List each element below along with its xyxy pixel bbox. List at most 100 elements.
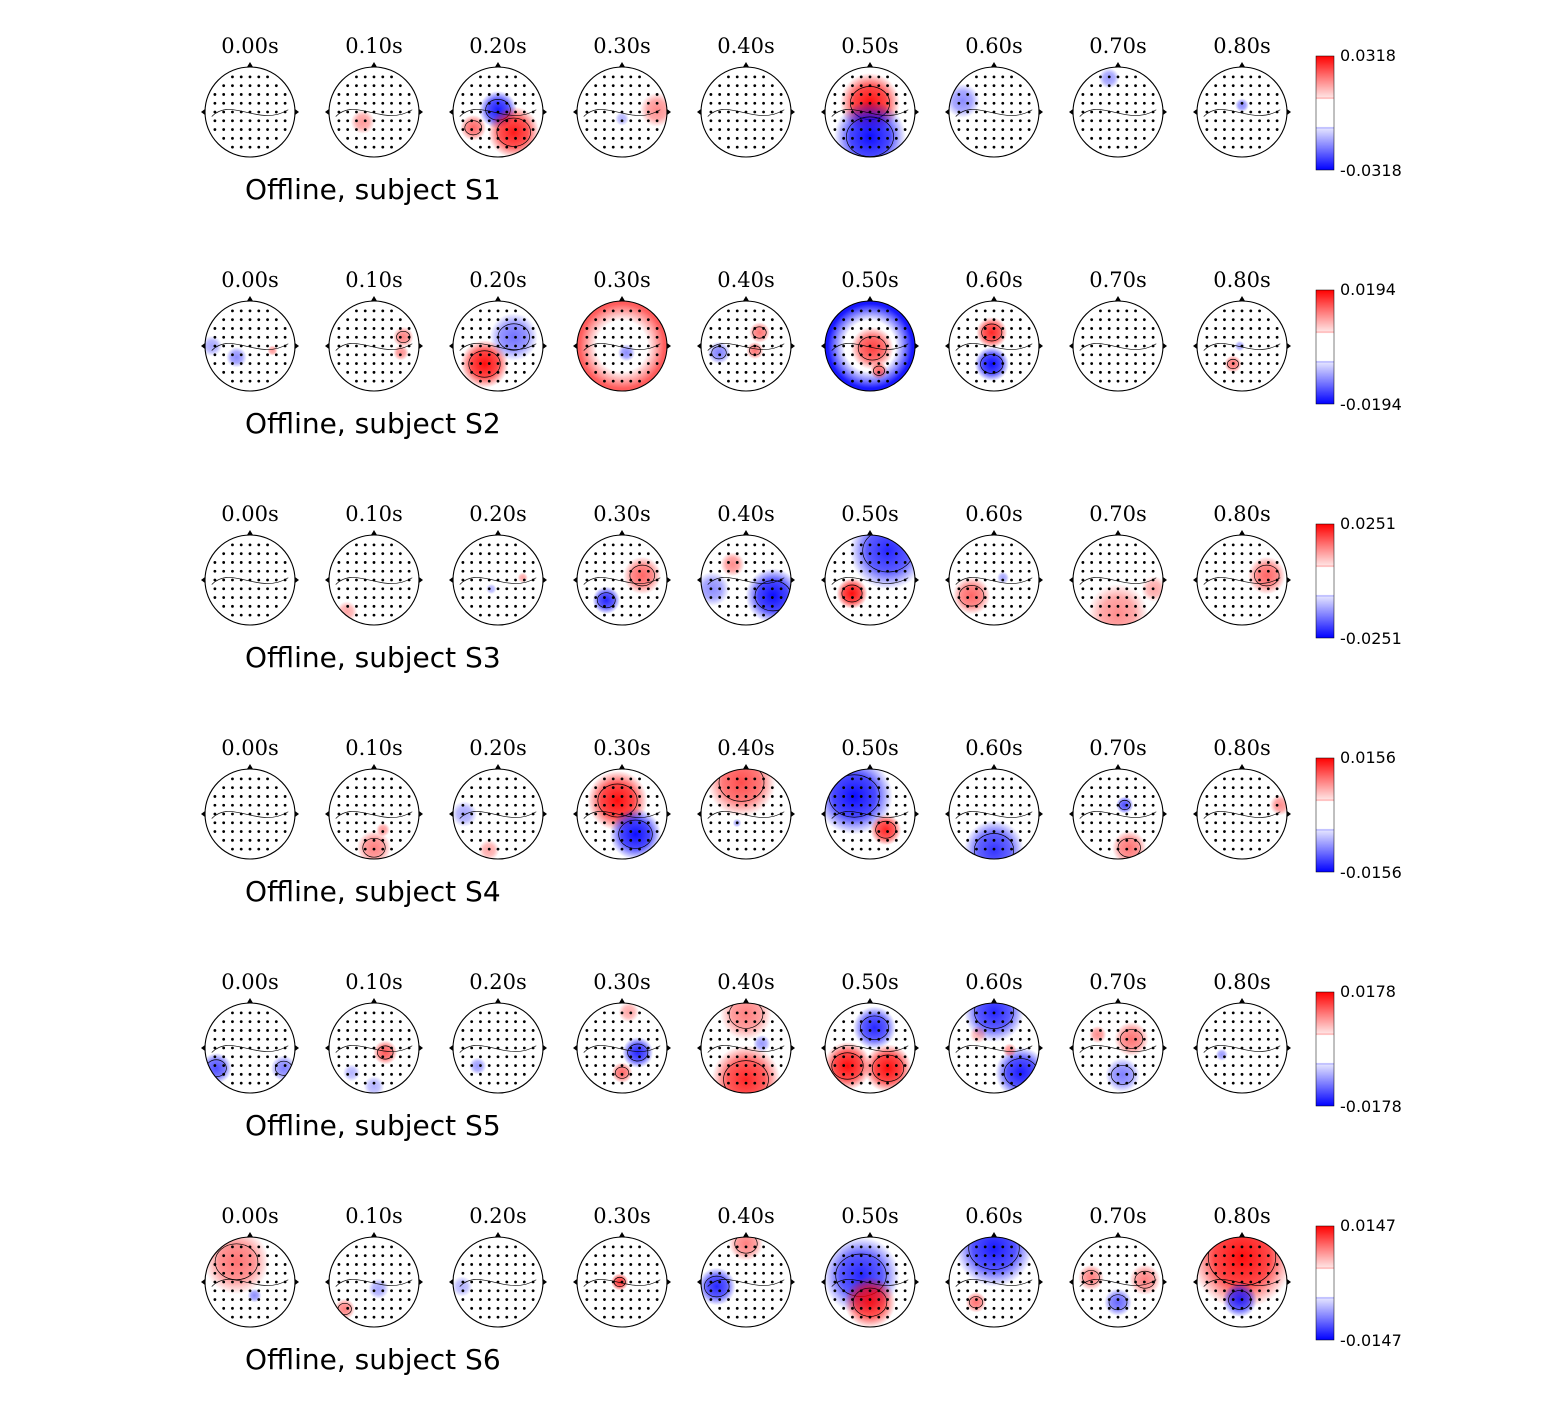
- electrode-marker: [603, 145, 606, 149]
- electrode-marker: [248, 847, 252, 851]
- electrode-marker: [975, 1029, 978, 1032]
- electrode-marker: [638, 1306, 641, 1310]
- left-ear-marker: [325, 811, 329, 817]
- electrode-marker: [859, 777, 863, 781]
- electrode-marker: [983, 777, 987, 781]
- negative-activation-region: [609, 808, 662, 859]
- electrode-marker: [470, 1055, 474, 1059]
- electrode-marker: [859, 1055, 863, 1059]
- electrode-marker: [753, 1029, 757, 1032]
- electrode-marker: [1027, 128, 1031, 131]
- electrode-marker: [239, 552, 243, 556]
- electrode-marker: [239, 318, 243, 322]
- electrode-marker: [603, 84, 606, 88]
- electrode-marker: [833, 110, 837, 114]
- electrode-marker: [1231, 552, 1235, 556]
- electrode-marker: [903, 1289, 907, 1293]
- electrode-marker: [1018, 604, 1022, 608]
- electrode-marker: [1151, 1263, 1155, 1266]
- electrode-marker: [1142, 136, 1146, 140]
- electrode-marker: [1125, 110, 1129, 114]
- electrode-marker: [877, 613, 881, 617]
- electrode-marker: [1223, 1245, 1226, 1249]
- electrode-marker: [266, 1064, 269, 1067]
- electrode-marker: [983, 136, 987, 140]
- electrode-marker: [629, 1064, 633, 1067]
- electrode-marker: [620, 335, 624, 339]
- electrode-marker: [770, 830, 774, 833]
- electrode-marker: [222, 1298, 226, 1301]
- electrode-marker: [718, 795, 722, 798]
- electrode-marker: [753, 84, 757, 88]
- electrode-marker: [257, 362, 261, 365]
- electrode-marker: [283, 1046, 287, 1050]
- electrode-marker: [514, 128, 517, 131]
- electrode-marker: [877, 318, 881, 322]
- electrode-marker: [248, 604, 252, 608]
- electrode-marker: [487, 1011, 491, 1015]
- nose-marker: [619, 998, 625, 1003]
- electrode-marker: [727, 812, 730, 816]
- electrode-marker: [718, 1254, 722, 1258]
- electrode-marker: [1151, 1064, 1155, 1067]
- electrode-marker: [531, 101, 535, 105]
- electrode-marker: [992, 344, 996, 348]
- electrode-marker: [957, 1280, 961, 1284]
- electrode-marker: [487, 604, 491, 608]
- electrode-marker: [531, 353, 535, 357]
- electrode-marker: [487, 75, 491, 79]
- electrode-marker: [505, 353, 509, 357]
- electrode-marker: [248, 318, 252, 322]
- electrode-marker: [407, 1280, 411, 1284]
- time-label: 0.80s: [1213, 268, 1271, 292]
- electrode-marker: [1249, 1271, 1253, 1275]
- right-ear-marker: [915, 343, 919, 349]
- electrode-marker: [257, 136, 261, 140]
- electrode-marker: [1266, 552, 1270, 556]
- electrode-marker: [514, 1037, 517, 1041]
- electrode-marker: [1027, 93, 1031, 96]
- electrode-marker: [762, 1254, 765, 1258]
- electrode-marker: [762, 344, 765, 348]
- electrode-marker: [1151, 596, 1155, 599]
- electrode-marker: [983, 344, 987, 348]
- electrode-marker: [833, 335, 837, 339]
- electrode-marker: [1107, 830, 1111, 833]
- electrode-marker: [877, 543, 881, 547]
- electrode-marker: [1258, 1046, 1261, 1050]
- electrode-marker: [762, 379, 765, 383]
- electrode-marker: [753, 847, 757, 851]
- topomap-head: [573, 530, 671, 626]
- electrode-marker: [390, 335, 393, 339]
- electrode-marker: [718, 1037, 722, 1041]
- electrode-marker: [1266, 1046, 1270, 1050]
- electrode-marker: [239, 596, 243, 599]
- electrode-marker: [851, 327, 854, 330]
- electrode-marker: [594, 604, 598, 608]
- electrode-marker: [505, 1020, 509, 1024]
- electrode-marker: [851, 1254, 854, 1258]
- electrode-marker: [868, 1280, 872, 1284]
- electrode-marker: [1240, 1280, 1244, 1284]
- electrode-marker: [363, 128, 367, 131]
- electrode-marker: [407, 1029, 411, 1032]
- time-label: 0.00s: [221, 268, 279, 292]
- electrode-marker: [505, 821, 509, 825]
- right-ear-marker: [1163, 109, 1167, 115]
- right-ear-marker: [1163, 343, 1167, 349]
- electrode-marker: [903, 110, 907, 114]
- electrode-marker: [957, 1289, 961, 1293]
- electrode-marker: [496, 604, 500, 608]
- positive-activation-region: [392, 326, 414, 348]
- electrode-marker: [522, 344, 526, 348]
- electrode-marker: [479, 318, 482, 322]
- electrode-marker: [1010, 1280, 1013, 1284]
- electrode-marker: [868, 309, 872, 313]
- electrode-marker: [859, 1289, 863, 1293]
- electrode-marker: [718, 1072, 722, 1076]
- electrode-marker: [407, 353, 411, 357]
- electrode-marker: [983, 847, 987, 851]
- electrode-marker: [222, 136, 226, 140]
- electrode-marker: [1142, 344, 1146, 348]
- electrode-marker: [842, 1072, 846, 1076]
